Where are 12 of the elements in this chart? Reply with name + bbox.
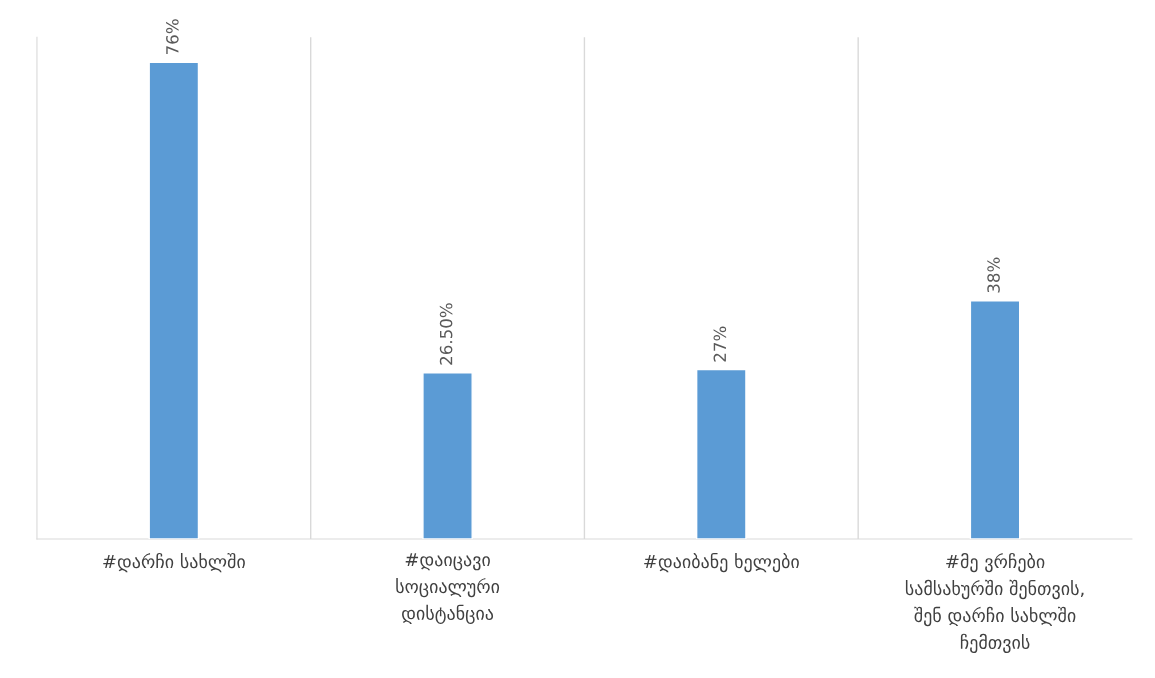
data-label: 26.50% (439, 303, 453, 365)
bar (969, 299, 1021, 540)
x-tick-label: #დაიბანე ხელები (644, 552, 799, 573)
data-label: 27% (713, 326, 727, 362)
bar (695, 368, 747, 540)
bar (422, 372, 473, 540)
data-label: 76% (166, 19, 179, 55)
data-label: 38% (987, 257, 1000, 293)
x-tick-label: #დარჩი სახლში (103, 552, 245, 573)
x-tick-label: #მე ვრჩები სამსახურში შენთვის, შენ დარჩი სახლში ჩემთვის (905, 552, 1084, 654)
x-tick-label: #დაიცავი სოციალური დისტანცია (396, 553, 500, 624)
bar (148, 61, 200, 540)
